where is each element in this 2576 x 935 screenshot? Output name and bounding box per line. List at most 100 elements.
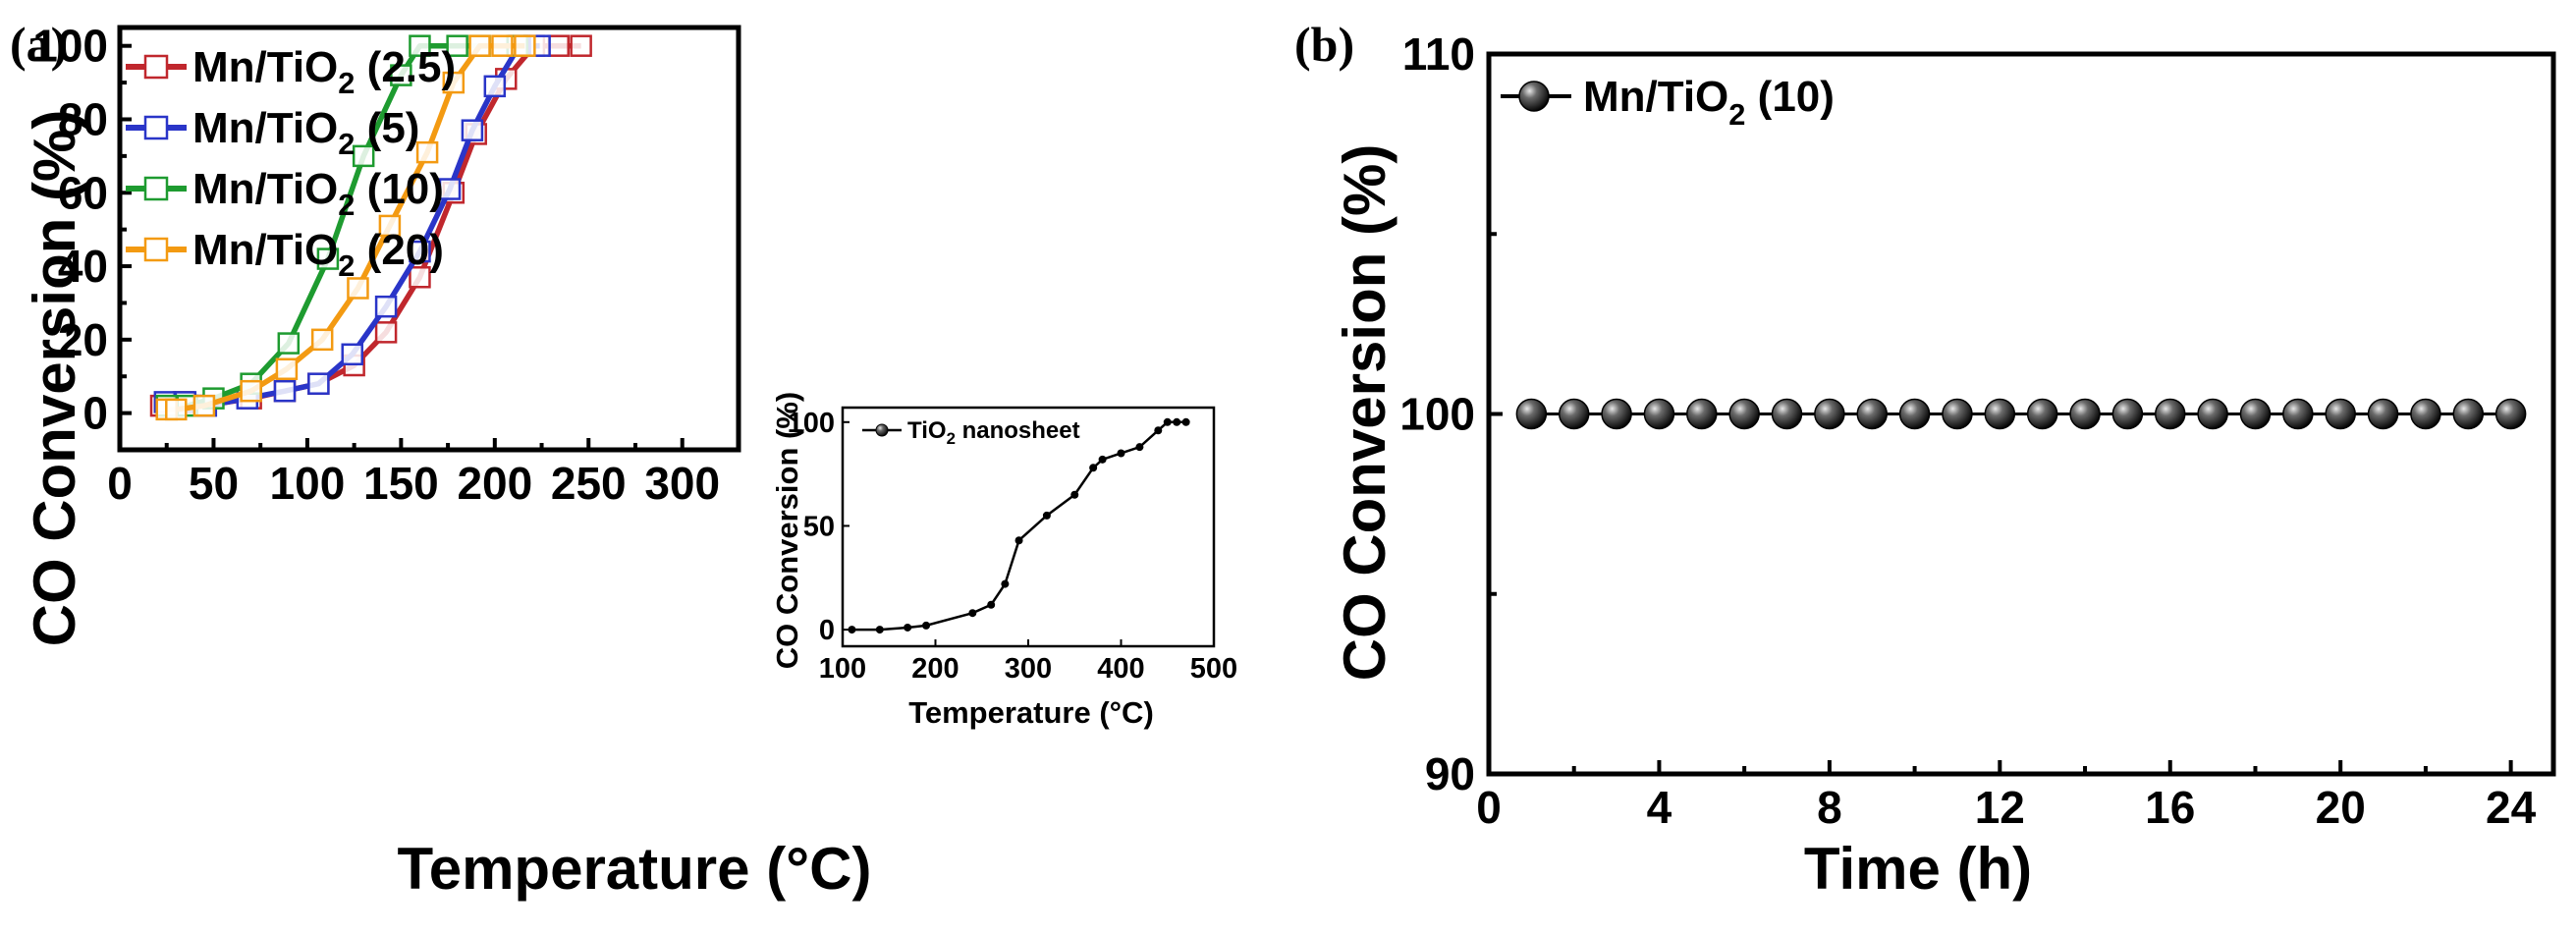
legend-marker: [143, 54, 169, 80]
inset-x-tick-label: 300: [1005, 653, 1052, 685]
data-point-marker: [1098, 455, 1107, 464]
panel-a-y-tick-label: 20: [58, 314, 108, 365]
data-point-marker: [1001, 579, 1010, 588]
data-point-marker: [409, 266, 431, 289]
series-tio2-nanosheet: [848, 417, 1190, 634]
panel-a-series: [149, 34, 592, 421]
data-point-marker: [442, 71, 466, 94]
panel-b-x-axis-title: Time (h): [1804, 836, 2032, 902]
panel-a-label: (a): [10, 17, 67, 72]
legend-label-tail: (5): [355, 104, 419, 152]
inset-legend-label-main: TiO: [907, 417, 947, 444]
data-point-marker: [987, 600, 996, 609]
inset-legend-label-tail: nanosheet: [956, 417, 1080, 444]
panel-b-legend-label: Mn/TiO2 (10): [1583, 73, 1835, 132]
inset-x-tick-label: 100: [819, 653, 866, 685]
panel-a-x-tick-label: 50: [189, 458, 239, 509]
data-point-marker: [1181, 417, 1190, 426]
data-point-marker: [341, 343, 363, 366]
data-point-marker: [1135, 443, 1144, 452]
data-point-marker: [1515, 398, 1548, 430]
data-point-marker: [378, 214, 402, 238]
legend-marker: [143, 176, 169, 201]
data-point-marker: [352, 144, 375, 168]
panel-b-legend-label-main: Mn/TiO: [1583, 73, 1728, 121]
data-point-marker: [1984, 398, 2016, 430]
legend-marker: [875, 423, 889, 437]
data-point-marker: [1163, 417, 1172, 426]
data-point-marker: [1686, 398, 1718, 430]
data-point-marker: [904, 623, 912, 632]
panel-b-x-tick-label: 8: [1817, 782, 1842, 833]
legend-entry: Mn/TiO2 (5): [126, 104, 419, 161]
panel-b-y-tick-label: 100: [1399, 389, 1475, 440]
inset-y-tick-label: 100: [788, 408, 835, 439]
legend-marker: [1518, 81, 1550, 112]
series-mn-tio2-20-: [155, 34, 536, 421]
panel-b-x-tick-label: 0: [1476, 782, 1502, 833]
data-point-marker: [547, 34, 570, 57]
data-point-marker: [1014, 536, 1023, 545]
data-point-marker: [307, 372, 330, 395]
series-mn-tio2-10-stability: [1515, 398, 2527, 430]
data-point-marker: [192, 394, 216, 417]
data-point-marker: [1173, 417, 1181, 426]
data-point-marker: [2026, 398, 2058, 430]
panel-b-series: [1515, 398, 2527, 430]
legend-label: Mn/TiO2 (2.5): [192, 43, 456, 100]
legend-marker: [143, 115, 169, 140]
data-point-marker: [1898, 398, 1931, 430]
data-point-marker: [1856, 398, 1888, 430]
legend-entry: Mn/TiO2 (20): [126, 226, 444, 283]
data-point-marker: [2367, 398, 2399, 430]
panel-a-y-tick-label: 100: [32, 21, 108, 72]
legend-entry: TiO2 nanosheet: [862, 417, 1080, 448]
panel-b-chart: (b) 0 4 8 12 16 20 24 90 100 110 Mn/TiO2 (10) Tim…: [1294, 17, 2556, 902]
data-point-marker: [1558, 398, 1590, 430]
data-point-marker: [2452, 398, 2485, 430]
legend-label-subscript: 2: [338, 248, 355, 283]
data-point-marker: [1942, 398, 1973, 430]
inset-x-tick-label: 400: [1097, 653, 1144, 685]
inset-legend-label: TiO2 nanosheet: [907, 417, 1080, 448]
data-point-marker: [2197, 398, 2228, 430]
series-line: [851, 420, 1186, 632]
panel-a-y-tick-label: 80: [58, 93, 108, 144]
panel-a-x-axis-title: Temperature (°C): [398, 836, 872, 902]
data-point-marker: [374, 295, 398, 318]
panel-b-label: (b): [1294, 17, 1354, 72]
data-point-marker: [1089, 464, 1098, 472]
panel-b-x-tick-label: 16: [2145, 782, 2195, 833]
panel-a-plot-frame: [117, 25, 741, 453]
data-point-marker: [2155, 398, 2186, 430]
panel-a-x-tick-label: 300: [644, 458, 720, 509]
data-point-marker: [277, 332, 301, 355]
data-point-marker: [2494, 398, 2527, 430]
data-point-marker: [2239, 398, 2272, 430]
inset-y-axis-title: CO Conversion (%): [770, 392, 804, 669]
data-point-marker: [374, 321, 398, 344]
panel-b-y-tick-label: 90: [1425, 748, 1475, 799]
panel-a-legend: Mn/TiO2 (2.5)Mn/TiO2 (5)Mn/TiO2 (10)Mn/T…: [126, 43, 456, 283]
data-point-marker: [2282, 398, 2314, 430]
panel-a-y-axis-title: CO Conversion (%): [22, 110, 87, 647]
data-point-marker: [409, 240, 431, 263]
legend-entry: Mn/TiO2 (10): [1501, 73, 1835, 132]
panel-a-axes: 0 50 100 150 200 250 300 0 20 40 60 80 100: [32, 21, 741, 509]
data-point-marker: [514, 34, 536, 57]
data-point-marker: [1070, 490, 1079, 499]
data-point-marker: [438, 178, 462, 200]
panel-a-inset-chart: 100 200 300 400 500 0 50 100 TiO2 nanosheet Tem…: [770, 392, 1237, 730]
data-point-marker: [273, 379, 297, 403]
data-point-marker: [468, 34, 491, 57]
data-point-marker: [2069, 398, 2101, 430]
legend-label: Mn/TiO2 (5): [192, 104, 419, 161]
inset-x-tick-label: 500: [1190, 653, 1237, 685]
legend-label: Mn/TiO2 (10): [192, 165, 444, 222]
inset-x-axis-title: Temperature (°C): [908, 695, 1154, 730]
data-point-marker: [347, 277, 369, 300]
legend-label-tail: (10): [355, 165, 443, 213]
inset-axes: 100 200 300 400 500 0 50 100: [788, 406, 1237, 685]
